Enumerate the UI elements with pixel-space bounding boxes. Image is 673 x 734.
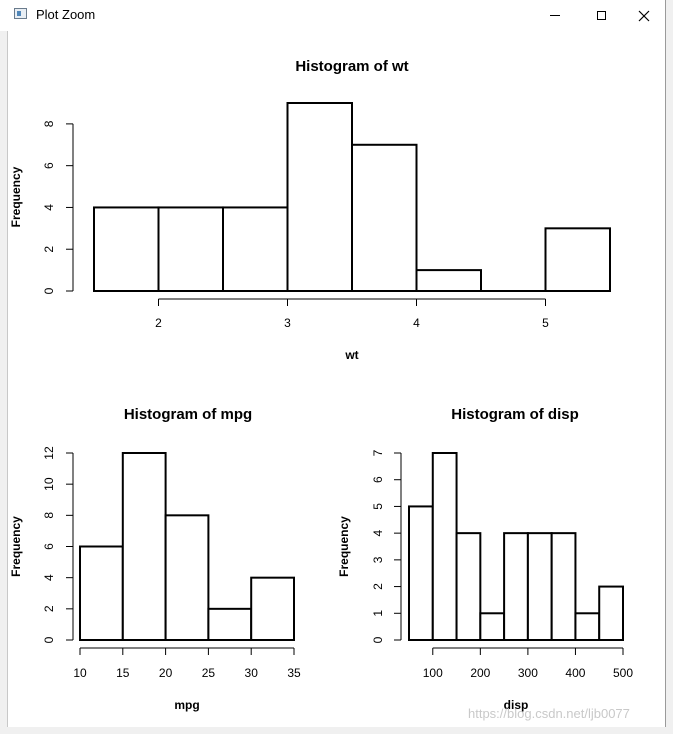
watermark: https://blog.csdn.net/ljb0077 <box>468 706 630 721</box>
histogram-bar <box>222 206 289 292</box>
x-axis-label: disp <box>504 698 529 712</box>
x-tick-label: 10 <box>73 666 87 680</box>
y-axis-label: Frequency <box>9 166 23 227</box>
chart-title: Histogram of mpg <box>124 406 252 423</box>
histogram-bar <box>574 612 601 641</box>
window-titlebar[interactable]: Plot Zoom <box>0 0 673 31</box>
x-tick-label: 500 <box>613 666 633 680</box>
histogram-bar <box>598 585 625 641</box>
background-window-edge-right <box>665 0 673 734</box>
y-tick-label: 8 <box>42 120 56 127</box>
y-tick-label: 2 <box>42 246 56 253</box>
maximize-button[interactable] <box>578 0 624 31</box>
histogram-bar <box>408 505 434 641</box>
y-tick-label: 1 <box>371 610 385 617</box>
histogram-bar <box>431 452 458 641</box>
minimize-icon <box>550 15 560 16</box>
y-tick-label: 5 <box>371 503 385 510</box>
histogram-bar <box>250 576 295 642</box>
window-bottom-edge <box>0 727 673 734</box>
x-tick-label: 30 <box>245 666 259 680</box>
y-tick-label: 6 <box>42 162 56 169</box>
histogram-mpg: Histogram of mpg 10 15 20 25 30 35 mpg 0 2 4 6 8 10 12… <box>9 406 301 712</box>
x-tick-label: 15 <box>116 666 130 680</box>
minimize-button[interactable] <box>532 0 578 31</box>
x-axis-label: mpg <box>174 698 199 712</box>
x-tick-label: 300 <box>518 666 538 680</box>
y-tick-label: 7 <box>371 449 385 456</box>
histogram-bar <box>207 607 253 641</box>
histogram-bar <box>351 143 418 293</box>
histogram-bar <box>479 612 506 641</box>
histogram-bar <box>550 532 577 641</box>
x-tick-label: 5 <box>542 316 549 330</box>
histogram-disp: Histogram of disp 100 200 300 400 500 disp 0 1 2 3… <box>337 406 633 712</box>
histogram-bar <box>121 452 167 641</box>
x-tick-label: 20 <box>159 666 173 680</box>
histogram-bar <box>526 532 553 641</box>
y-tick-label: 2 <box>371 583 385 590</box>
y-axis-label: Frequency <box>337 516 351 577</box>
histogram-bar <box>157 206 224 292</box>
histogram-bar <box>455 532 482 641</box>
window-title: Plot Zoom <box>36 7 96 22</box>
x-tick-label: 400 <box>565 666 585 680</box>
x-tick-label: 25 <box>202 666 216 680</box>
background-window-edge-left <box>0 31 8 734</box>
x-tick-label: 3 <box>284 316 291 330</box>
y-tick-label: 3 <box>371 556 385 563</box>
x-tick-label: 200 <box>470 666 490 680</box>
chart-title: Histogram of wt <box>295 58 408 75</box>
y-axis-label: Frequency <box>9 516 23 577</box>
x-tick-label: 4 <box>413 316 420 330</box>
histogram-bar <box>93 206 160 292</box>
histogram-bar <box>415 269 482 293</box>
histogram-bar <box>286 102 353 292</box>
y-tick-label: 2 <box>42 605 56 612</box>
histogram-wt: Histogram of wt 2 3 4 5 wt 0 2 4 6 8 Frequency <box>9 58 611 362</box>
histogram-bar <box>79 545 124 641</box>
histogram-bar <box>164 514 210 642</box>
histogram-bar <box>544 227 611 292</box>
histogram-figure: Histogram of wt2 3 4 5wt02468FrequencyHisto… <box>9 58 633 712</box>
close-icon <box>638 10 650 21</box>
y-tick-label: 4 <box>42 574 56 581</box>
y-tick-label: 0 <box>42 287 56 294</box>
x-tick-label: 2 <box>155 316 162 330</box>
y-tick-label: 12 <box>42 446 56 460</box>
y-tick-label: 6 <box>42 543 56 550</box>
plot-canvas: Histogram of wt 2 3 4 5 wt 0 2 4 6 8 Frequency Histo… <box>8 31 665 727</box>
y-tick-label: 10 <box>42 477 56 491</box>
chart-title: Histogram of disp <box>451 406 579 423</box>
y-tick-label: 4 <box>42 204 56 211</box>
y-tick-label: 8 <box>42 512 56 519</box>
y-tick-label: 4 <box>371 529 385 536</box>
maximize-icon <box>596 11 606 20</box>
y-tick-label: 6 <box>371 476 385 483</box>
x-tick-label: 35 <box>287 666 301 680</box>
x-axis-label: wt <box>344 348 358 362</box>
y-tick-label: 0 <box>42 636 56 643</box>
x-tick-label: 100 <box>423 666 443 680</box>
close-button[interactable] <box>624 0 664 31</box>
histogram-bar <box>503 532 529 641</box>
y-tick-label: 0 <box>371 636 385 643</box>
plot-window-icon <box>14 8 27 19</box>
